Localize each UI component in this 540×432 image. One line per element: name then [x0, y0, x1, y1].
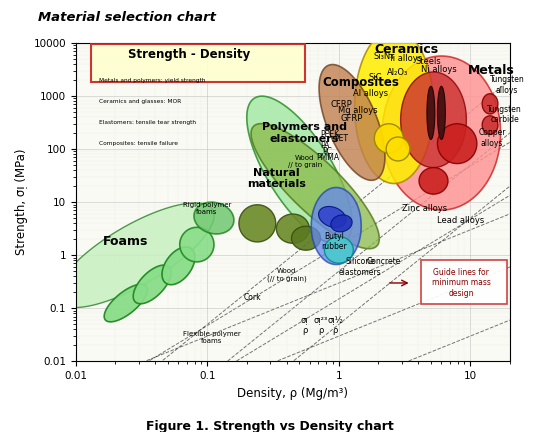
Text: Si₃N₄: Si₃N₄ — [374, 52, 394, 61]
Polygon shape — [437, 86, 446, 140]
Text: Ceramics and glasses: MOR: Ceramics and glasses: MOR — [99, 99, 181, 104]
Polygon shape — [419, 168, 448, 194]
Text: PEEK: PEEK — [320, 130, 339, 139]
Polygon shape — [239, 205, 276, 242]
Polygon shape — [331, 215, 352, 232]
Text: Metals and polymers: yield strength: Metals and polymers: yield strength — [99, 78, 205, 83]
Text: Wood
// to grain: Wood // to grain — [288, 155, 322, 168]
Text: Tungsten
carbide: Tungsten carbide — [488, 105, 522, 124]
Text: PA: PA — [320, 141, 329, 150]
Text: Figure 1. Strength vs Density chart: Figure 1. Strength vs Density chart — [146, 420, 394, 432]
Text: Material selection chart: Material selection chart — [38, 11, 216, 24]
Text: Ceramics: Ceramics — [374, 43, 438, 56]
Text: PC: PC — [322, 147, 333, 156]
Text: Tungsten
alloys: Tungsten alloys — [490, 75, 524, 95]
Text: Guide lines for
minimum mass
design: Guide lines for minimum mass design — [431, 268, 490, 298]
Text: σᴉ
ρ: σᴉ ρ — [301, 315, 308, 335]
Text: CFRP: CFRP — [331, 100, 353, 108]
Text: Elastomers: tensile tear strength: Elastomers: tensile tear strength — [99, 120, 196, 125]
Y-axis label: Strength, σᴉ (MPa): Strength, σᴉ (MPa) — [15, 149, 28, 255]
Polygon shape — [194, 202, 234, 234]
Polygon shape — [247, 96, 352, 245]
Polygon shape — [180, 227, 214, 262]
Polygon shape — [292, 226, 320, 250]
Text: PMMA: PMMA — [316, 153, 339, 162]
Text: σᴉ²³
ρ: σᴉ²³ ρ — [314, 315, 328, 335]
Polygon shape — [482, 116, 498, 134]
Text: Zinc alloys: Zinc alloys — [402, 204, 447, 213]
Polygon shape — [319, 64, 385, 180]
Text: Mg alloys: Mg alloys — [338, 106, 378, 115]
Polygon shape — [382, 56, 501, 210]
Text: Strength - Density: Strength - Density — [128, 48, 251, 61]
Text: σᴉ½
ρ: σᴉ½ ρ — [327, 315, 343, 335]
Polygon shape — [276, 214, 309, 243]
Text: SiC: SiC — [369, 73, 382, 82]
Text: Ti alloys: Ti alloys — [388, 54, 422, 63]
Polygon shape — [319, 206, 346, 228]
Text: Foams: Foams — [103, 235, 148, 248]
Text: Lead alloys: Lead alloys — [437, 216, 485, 225]
Polygon shape — [251, 124, 379, 249]
Text: Polymers and
elastomers: Polymers and elastomers — [262, 122, 347, 144]
Polygon shape — [91, 44, 305, 83]
X-axis label: Density, ρ (Mg/m³): Density, ρ (Mg/m³) — [238, 387, 348, 400]
Polygon shape — [355, 29, 434, 184]
Polygon shape — [56, 203, 214, 308]
Polygon shape — [325, 237, 353, 263]
Text: Rigid polymer
foams: Rigid polymer foams — [183, 202, 231, 215]
Text: Steels: Steels — [415, 57, 441, 66]
Text: Composites: tensile failure: Composites: tensile failure — [99, 141, 178, 146]
Polygon shape — [374, 124, 403, 153]
Text: GFRP: GFRP — [340, 114, 363, 123]
Text: Ni alloys: Ni alloys — [421, 64, 457, 73]
Text: Flexible polymer
foams: Flexible polymer foams — [183, 331, 240, 344]
Polygon shape — [311, 187, 361, 264]
Text: Wood
(// to grain): Wood (// to grain) — [267, 268, 306, 282]
Polygon shape — [133, 265, 171, 304]
Polygon shape — [427, 86, 435, 140]
Text: Al₂O₃: Al₂O₃ — [387, 68, 408, 76]
Text: Butyl
rubber: Butyl rubber — [321, 232, 347, 251]
Text: Concrete: Concrete — [367, 257, 401, 267]
Text: Copper
alloys: Copper alloys — [478, 128, 506, 148]
Text: Silicone
elastomers: Silicone elastomers — [339, 257, 381, 277]
Polygon shape — [104, 284, 147, 322]
Polygon shape — [437, 124, 477, 164]
Polygon shape — [386, 137, 410, 161]
Polygon shape — [401, 72, 467, 168]
Polygon shape — [421, 260, 507, 304]
Text: PET: PET — [335, 134, 349, 143]
Text: Composites: Composites — [322, 76, 399, 89]
Polygon shape — [482, 94, 498, 114]
Text: Natural
materials: Natural materials — [247, 168, 306, 189]
Text: Al alloys: Al alloys — [353, 89, 388, 98]
Text: Cork: Cork — [244, 293, 261, 302]
Polygon shape — [162, 247, 195, 285]
Text: Metals: Metals — [468, 64, 514, 77]
